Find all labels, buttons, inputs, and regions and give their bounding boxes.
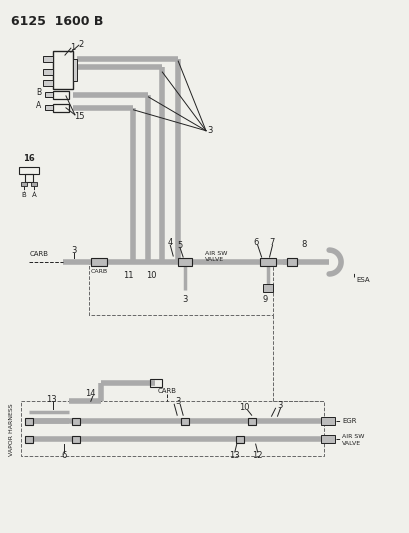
- Bar: [25, 435, 33, 442]
- Bar: [21, 401, 324, 456]
- Bar: [43, 69, 53, 75]
- Bar: [45, 105, 53, 110]
- Text: B: B: [36, 88, 41, 98]
- Text: 14: 14: [85, 389, 96, 398]
- Text: A: A: [32, 192, 36, 198]
- Text: 10: 10: [146, 271, 156, 280]
- Bar: [45, 92, 53, 97]
- Bar: [21, 182, 27, 187]
- Text: A: A: [36, 101, 41, 110]
- Text: 3: 3: [182, 295, 187, 304]
- Bar: [150, 379, 162, 387]
- Bar: [43, 56, 53, 62]
- Text: CARB: CARB: [90, 270, 107, 274]
- Text: 12: 12: [252, 450, 262, 459]
- Text: AIR SW: AIR SW: [204, 251, 227, 255]
- Text: CARB: CARB: [157, 389, 176, 394]
- Text: B: B: [22, 192, 27, 198]
- Bar: [235, 435, 243, 442]
- Bar: [259, 257, 275, 266]
- Text: VALVE: VALVE: [204, 256, 224, 262]
- Text: 3: 3: [276, 401, 281, 410]
- Text: VAPOR HARNESS: VAPOR HARNESS: [9, 404, 14, 456]
- Bar: [19, 166, 39, 174]
- Text: 10: 10: [239, 403, 249, 412]
- Bar: [181, 418, 189, 425]
- Text: ESA: ESA: [355, 277, 369, 283]
- Bar: [53, 91, 69, 99]
- Text: 16: 16: [23, 154, 35, 163]
- Bar: [72, 435, 80, 442]
- Bar: [89, 260, 272, 315]
- Bar: [90, 257, 106, 266]
- Text: 5: 5: [177, 240, 182, 249]
- Text: VALVE: VALVE: [341, 441, 360, 446]
- Bar: [320, 435, 334, 443]
- Bar: [320, 417, 334, 425]
- Text: 4: 4: [167, 238, 173, 247]
- Text: AIR SW: AIR SW: [341, 434, 364, 439]
- Text: 1: 1: [70, 43, 75, 52]
- Text: 3: 3: [207, 126, 212, 135]
- Text: 2: 2: [78, 39, 83, 49]
- Bar: [53, 104, 69, 112]
- Text: 6: 6: [252, 238, 258, 247]
- Text: 15: 15: [74, 112, 84, 122]
- Text: 7: 7: [268, 238, 274, 247]
- Bar: [43, 80, 53, 86]
- Text: 9: 9: [262, 295, 267, 304]
- Text: CARB: CARB: [29, 251, 48, 257]
- Text: 6: 6: [61, 450, 67, 459]
- Text: 13: 13: [46, 395, 56, 404]
- Text: 13: 13: [229, 450, 240, 459]
- Text: 3: 3: [175, 397, 180, 406]
- Text: 6125  1600 B: 6125 1600 B: [11, 15, 103, 28]
- Text: 11: 11: [123, 271, 133, 280]
- Bar: [25, 418, 33, 425]
- Text: 3: 3: [71, 246, 76, 255]
- Text: 8: 8: [301, 240, 306, 248]
- Bar: [72, 418, 80, 425]
- Bar: [262, 284, 272, 292]
- Bar: [31, 182, 37, 187]
- Bar: [73, 59, 76, 81]
- Bar: [287, 258, 297, 266]
- Bar: [25, 174, 33, 182]
- Text: EGR: EGR: [341, 418, 356, 424]
- Bar: [178, 258, 192, 266]
- Bar: [247, 418, 255, 425]
- Bar: [53, 51, 73, 89]
